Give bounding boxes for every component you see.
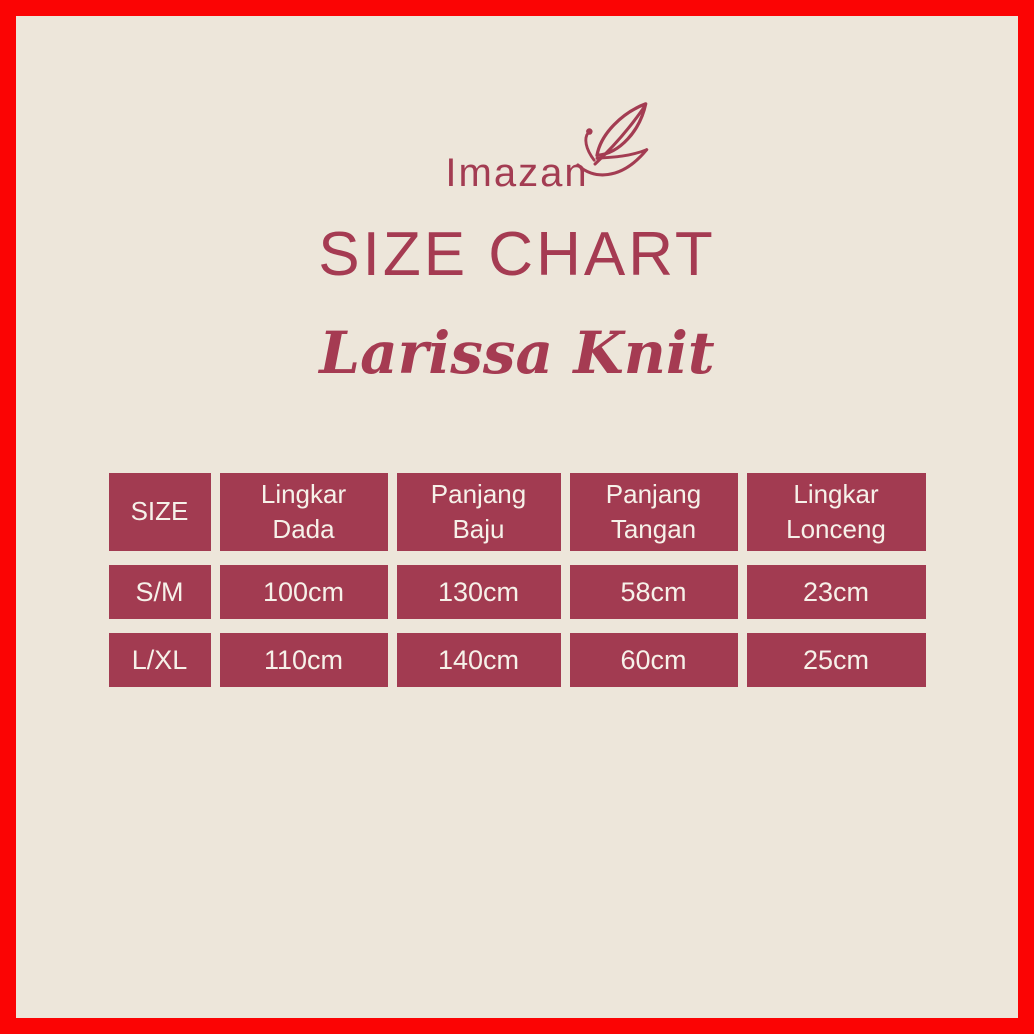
row-label-sm: S/M [108,565,211,619]
header-cell-panjang-baju: Panjang Baju [396,473,561,551]
header-cell-lingkar-dada: Lingkar Dada [219,473,388,551]
table-cell-lxl-lingkar-lonceng: 25cm [746,633,926,687]
header-cell-lingkar-lonceng: Lingkar Lonceng [746,473,926,551]
butterfly-leaf-icon [575,102,648,177]
product-name: Larissa Knit [319,319,715,387]
table-cell-lxl-panjang-tangan: 60cm [569,633,738,687]
table-cell-sm-panjang-tangan: 58cm [569,565,738,619]
table-cell-lxl-panjang-baju: 140cm [396,633,561,687]
brand-logo-text: Imazan [445,151,589,195]
table-cell-sm-lingkar-lonceng: 23cm [746,565,926,619]
brand-logo: Imazan [16,102,1018,196]
row-label-lxl: L/XL [108,633,211,687]
header-cell-size: SIZE [108,473,211,551]
table-cell-sm-panjang-baju: 130cm [396,565,561,619]
header-cell-panjang-tangan: Panjang Tangan [569,473,738,551]
page-title: SIZE CHART [318,220,716,289]
poster-background: Imazan SIZE CHART Larissa Knit SIZE L [16,16,1018,1018]
size-table: SIZE Lingkar Dada Panjang Baju Panjang T… [16,473,1018,687]
table-cell-sm-lingkar-dada: 100cm [219,565,388,619]
table-cell-lxl-lingkar-dada: 110cm [219,633,388,687]
